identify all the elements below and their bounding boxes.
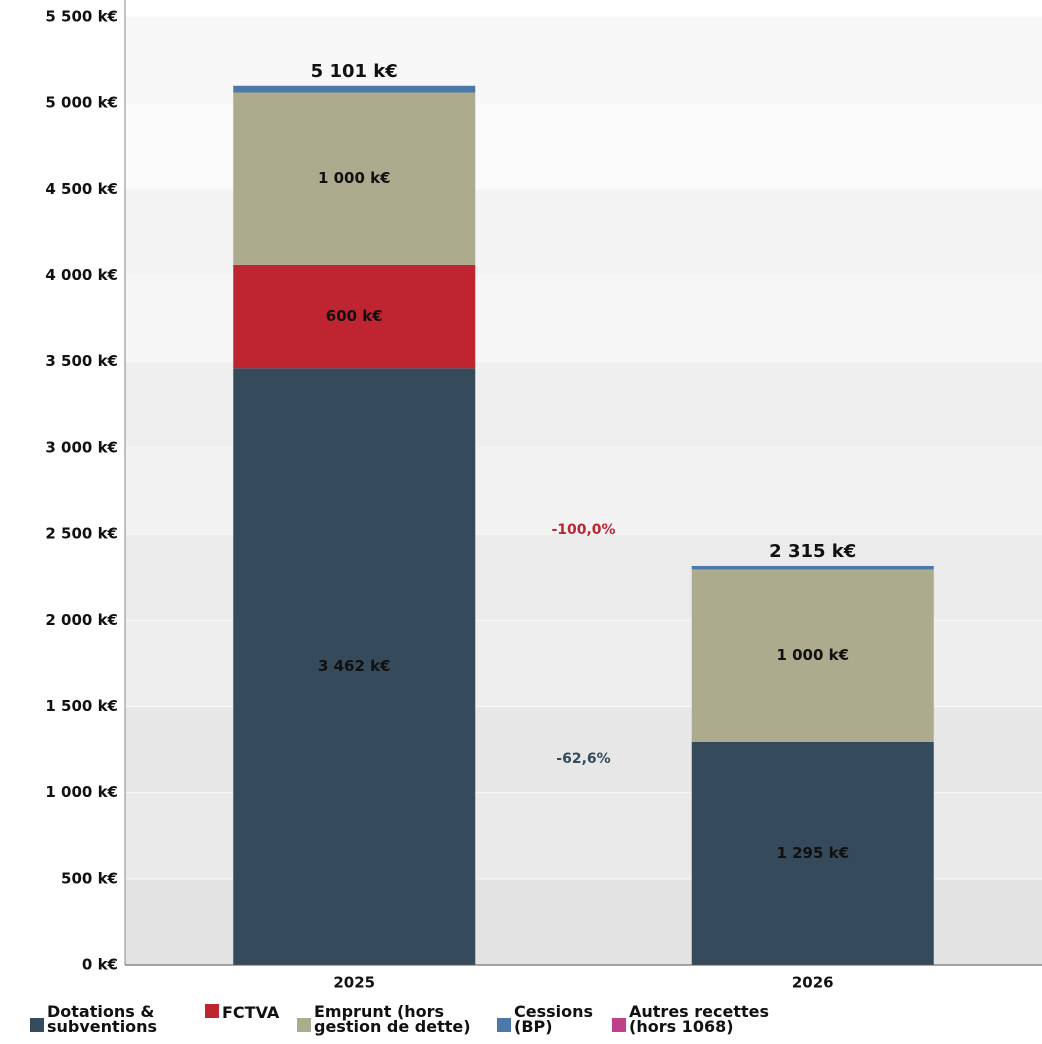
legend-item: Autres recettes (hors 1068) [612, 1002, 772, 1036]
y-tick-label: 5 000 k€ [45, 94, 118, 112]
data-label: 3 462 k€ [318, 657, 391, 675]
legend-label: Emprunt (hors gestion de dette) [314, 1002, 471, 1036]
total-label: 5 101 k€ [311, 61, 398, 82]
y-tick-label: 2 000 k€ [45, 611, 118, 629]
bar-segment [691, 565, 934, 570]
bar-segment [233, 264, 476, 369]
data-label: 1 000 k€ [318, 169, 391, 187]
y-tick-label: 1 000 k€ [45, 783, 118, 801]
data-label: 1 000 k€ [776, 646, 849, 664]
annotation: -100,0% [551, 522, 615, 538]
y-tick-label: 5 500 k€ [45, 8, 118, 26]
y-tick-label: 4 500 k€ [45, 180, 118, 198]
legend-swatch [205, 1004, 219, 1018]
bar-segment [691, 569, 934, 742]
annotation: -62,6% [556, 751, 610, 767]
legend-item: Dotations & subventions [30, 1002, 180, 1036]
legend-swatch [30, 1018, 44, 1032]
legend-swatch [612, 1018, 626, 1032]
y-tick-label: 500 k€ [61, 869, 118, 887]
total-label: 2 315 k€ [769, 541, 856, 562]
legend-swatch [497, 1018, 511, 1032]
legend-label: FCTVA [222, 1003, 280, 1022]
x-tick-label: 2025 [333, 974, 375, 992]
legend: Dotations & subventions FCTVA Emprunt (hor… [0, 1000, 1042, 1044]
y-tick-label: 0 k€ [82, 956, 118, 974]
bar-segment [233, 92, 476, 265]
y-tick-label: 3 000 k€ [45, 438, 118, 456]
y-tick-label: 1 500 k€ [45, 697, 118, 715]
y-tick-label: 2 500 k€ [45, 525, 118, 543]
x-tick-label: 2026 [792, 974, 834, 992]
data-label: 1 295 k€ [776, 844, 849, 862]
chart: 0 k€ 500 k€ 1 000 k€ 1 500 k€ 2 000 k€ 2 500 … [45, 0, 1042, 992]
legend-item: Cessions (BP) [497, 1002, 594, 1036]
bar-segment [233, 368, 476, 965]
legend-item: FCTVA [205, 1003, 280, 1022]
data-label: 600 k€ [326, 307, 383, 325]
legend-label: Autres recettes (hors 1068) [629, 1002, 770, 1036]
legend-label: Cessions (BP) [514, 1002, 594, 1036]
legend-label: Dotations & subventions [47, 1002, 158, 1036]
legend-item: Emprunt (hors gestion de dette) [297, 1002, 477, 1036]
bar-segment [233, 85, 476, 93]
bar-segment [691, 741, 934, 965]
y-tick-label: 3 500 k€ [45, 352, 118, 370]
y-tick-label: 4 000 k€ [45, 266, 118, 284]
legend-swatch [297, 1018, 311, 1032]
